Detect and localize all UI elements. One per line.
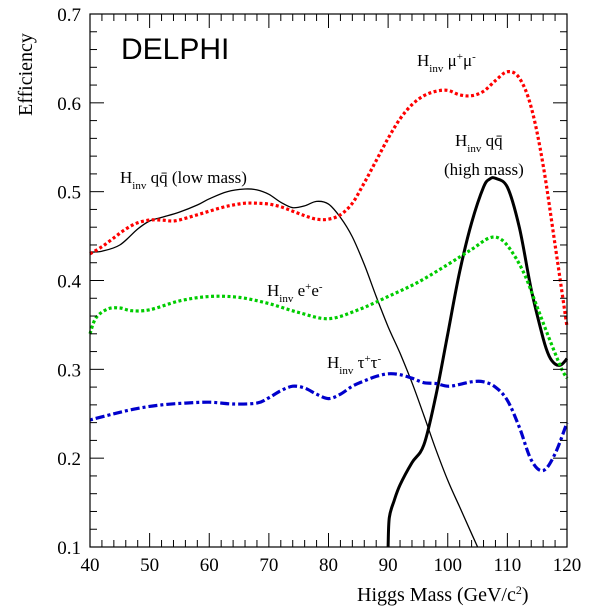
x-tick-label: 50 bbox=[140, 555, 159, 576]
annotation-ee-rest2: e bbox=[311, 281, 319, 300]
annotation-qq-low-mass: Hinv qq̄ (low mass) bbox=[120, 168, 247, 192]
series-line-1 bbox=[386, 176, 569, 548]
tick-labels: 40 50 60 70 80 90 100 110 120 0.1 0.2 0.3 0.4 0.5 0.6 0… bbox=[57, 5, 581, 576]
annotation-ee-rest: e bbox=[293, 281, 305, 300]
x-tick-label: 60 bbox=[200, 555, 219, 576]
annotation-mumu-sub: inv bbox=[429, 63, 444, 75]
annotation-tautau: Hinv τ+τ- bbox=[327, 353, 382, 377]
y-tick-label: 0.2 bbox=[57, 449, 81, 470]
annotation-tautau-rest2: τ bbox=[371, 353, 378, 372]
x-tick-label: 100 bbox=[434, 555, 463, 576]
annotation-qq-high-rest: qq̄ bbox=[481, 131, 503, 150]
series-line-3 bbox=[88, 235, 569, 380]
annotation-mumu-rest2: μ bbox=[463, 51, 472, 70]
y-axis-label: Efficiency bbox=[15, 33, 37, 116]
x-tick-label: 70 bbox=[259, 555, 278, 576]
x-tick-label: 90 bbox=[379, 555, 398, 576]
annotation-mumu: Hinv μ+μ- bbox=[417, 51, 476, 75]
plot-frame bbox=[89, 13, 568, 548]
annotation-ee: Hinv e+e- bbox=[267, 281, 323, 305]
series-line-4 bbox=[89, 372, 569, 473]
annotation-ee-sup2: - bbox=[319, 281, 323, 293]
annotation-tautau-sup1: + bbox=[364, 353, 370, 365]
annotation-tautau-sub: inv bbox=[339, 365, 354, 377]
annotation-tautau-main: H bbox=[327, 353, 339, 372]
x-axis-label-main: Higgs Mass (GeV/c bbox=[357, 584, 516, 606]
x-tick-label: 110 bbox=[493, 555, 521, 576]
annotation-qq-low-main: H bbox=[120, 168, 132, 187]
x-axis-label-sup: 2 bbox=[516, 583, 522, 597]
y-tick-label: 0.5 bbox=[57, 183, 81, 204]
x-tick-label: 120 bbox=[553, 555, 582, 576]
series-line-2 bbox=[89, 70, 569, 327]
annotation-ee-sup1: + bbox=[305, 281, 311, 293]
annotation-tautau-rest: τ bbox=[353, 353, 364, 372]
annotation-mumu-rest: μ bbox=[443, 51, 456, 70]
x-axis-label: Higgs Mass (GeV/c2) bbox=[357, 583, 529, 606]
annotation-ee-sub: inv bbox=[279, 293, 294, 305]
annotation-mumu-main: H bbox=[417, 51, 429, 70]
annotation-qq-low-sub: inv bbox=[132, 180, 147, 192]
x-tick-label: 40 bbox=[81, 555, 100, 576]
chart-title: DELPHI bbox=[121, 33, 229, 66]
annotation-qq-low-rest: qq̄ (low mass) bbox=[146, 168, 247, 187]
annotation-mumu-sup1: + bbox=[457, 51, 463, 63]
series-line-0 bbox=[89, 188, 479, 548]
axis-ticks bbox=[89, 13, 568, 548]
annotation-qq-high-main: H bbox=[455, 131, 467, 150]
y-tick-label: 0.6 bbox=[57, 94, 81, 115]
y-tick-label: 0.3 bbox=[57, 360, 81, 381]
x-axis-label-end: ) bbox=[522, 584, 529, 606]
y-tick-label: 0.4 bbox=[57, 272, 81, 293]
x-tick-label: 80 bbox=[319, 555, 338, 576]
annotation-qq-high-sub: inv bbox=[467, 143, 482, 155]
y-tick-label: 0.7 bbox=[57, 5, 81, 26]
annotation-tautau-sup2: - bbox=[378, 353, 382, 365]
annotation-mumu-sup2: - bbox=[472, 51, 476, 63]
annotation-ee-main: H bbox=[267, 281, 279, 300]
y-tick-label: 0.1 bbox=[57, 538, 81, 559]
annotation-high-mass-note: (high mass) bbox=[444, 160, 524, 179]
annotation-qq-high-mass: Hinv qq̄ bbox=[455, 131, 503, 155]
series-layer bbox=[88, 70, 569, 548]
